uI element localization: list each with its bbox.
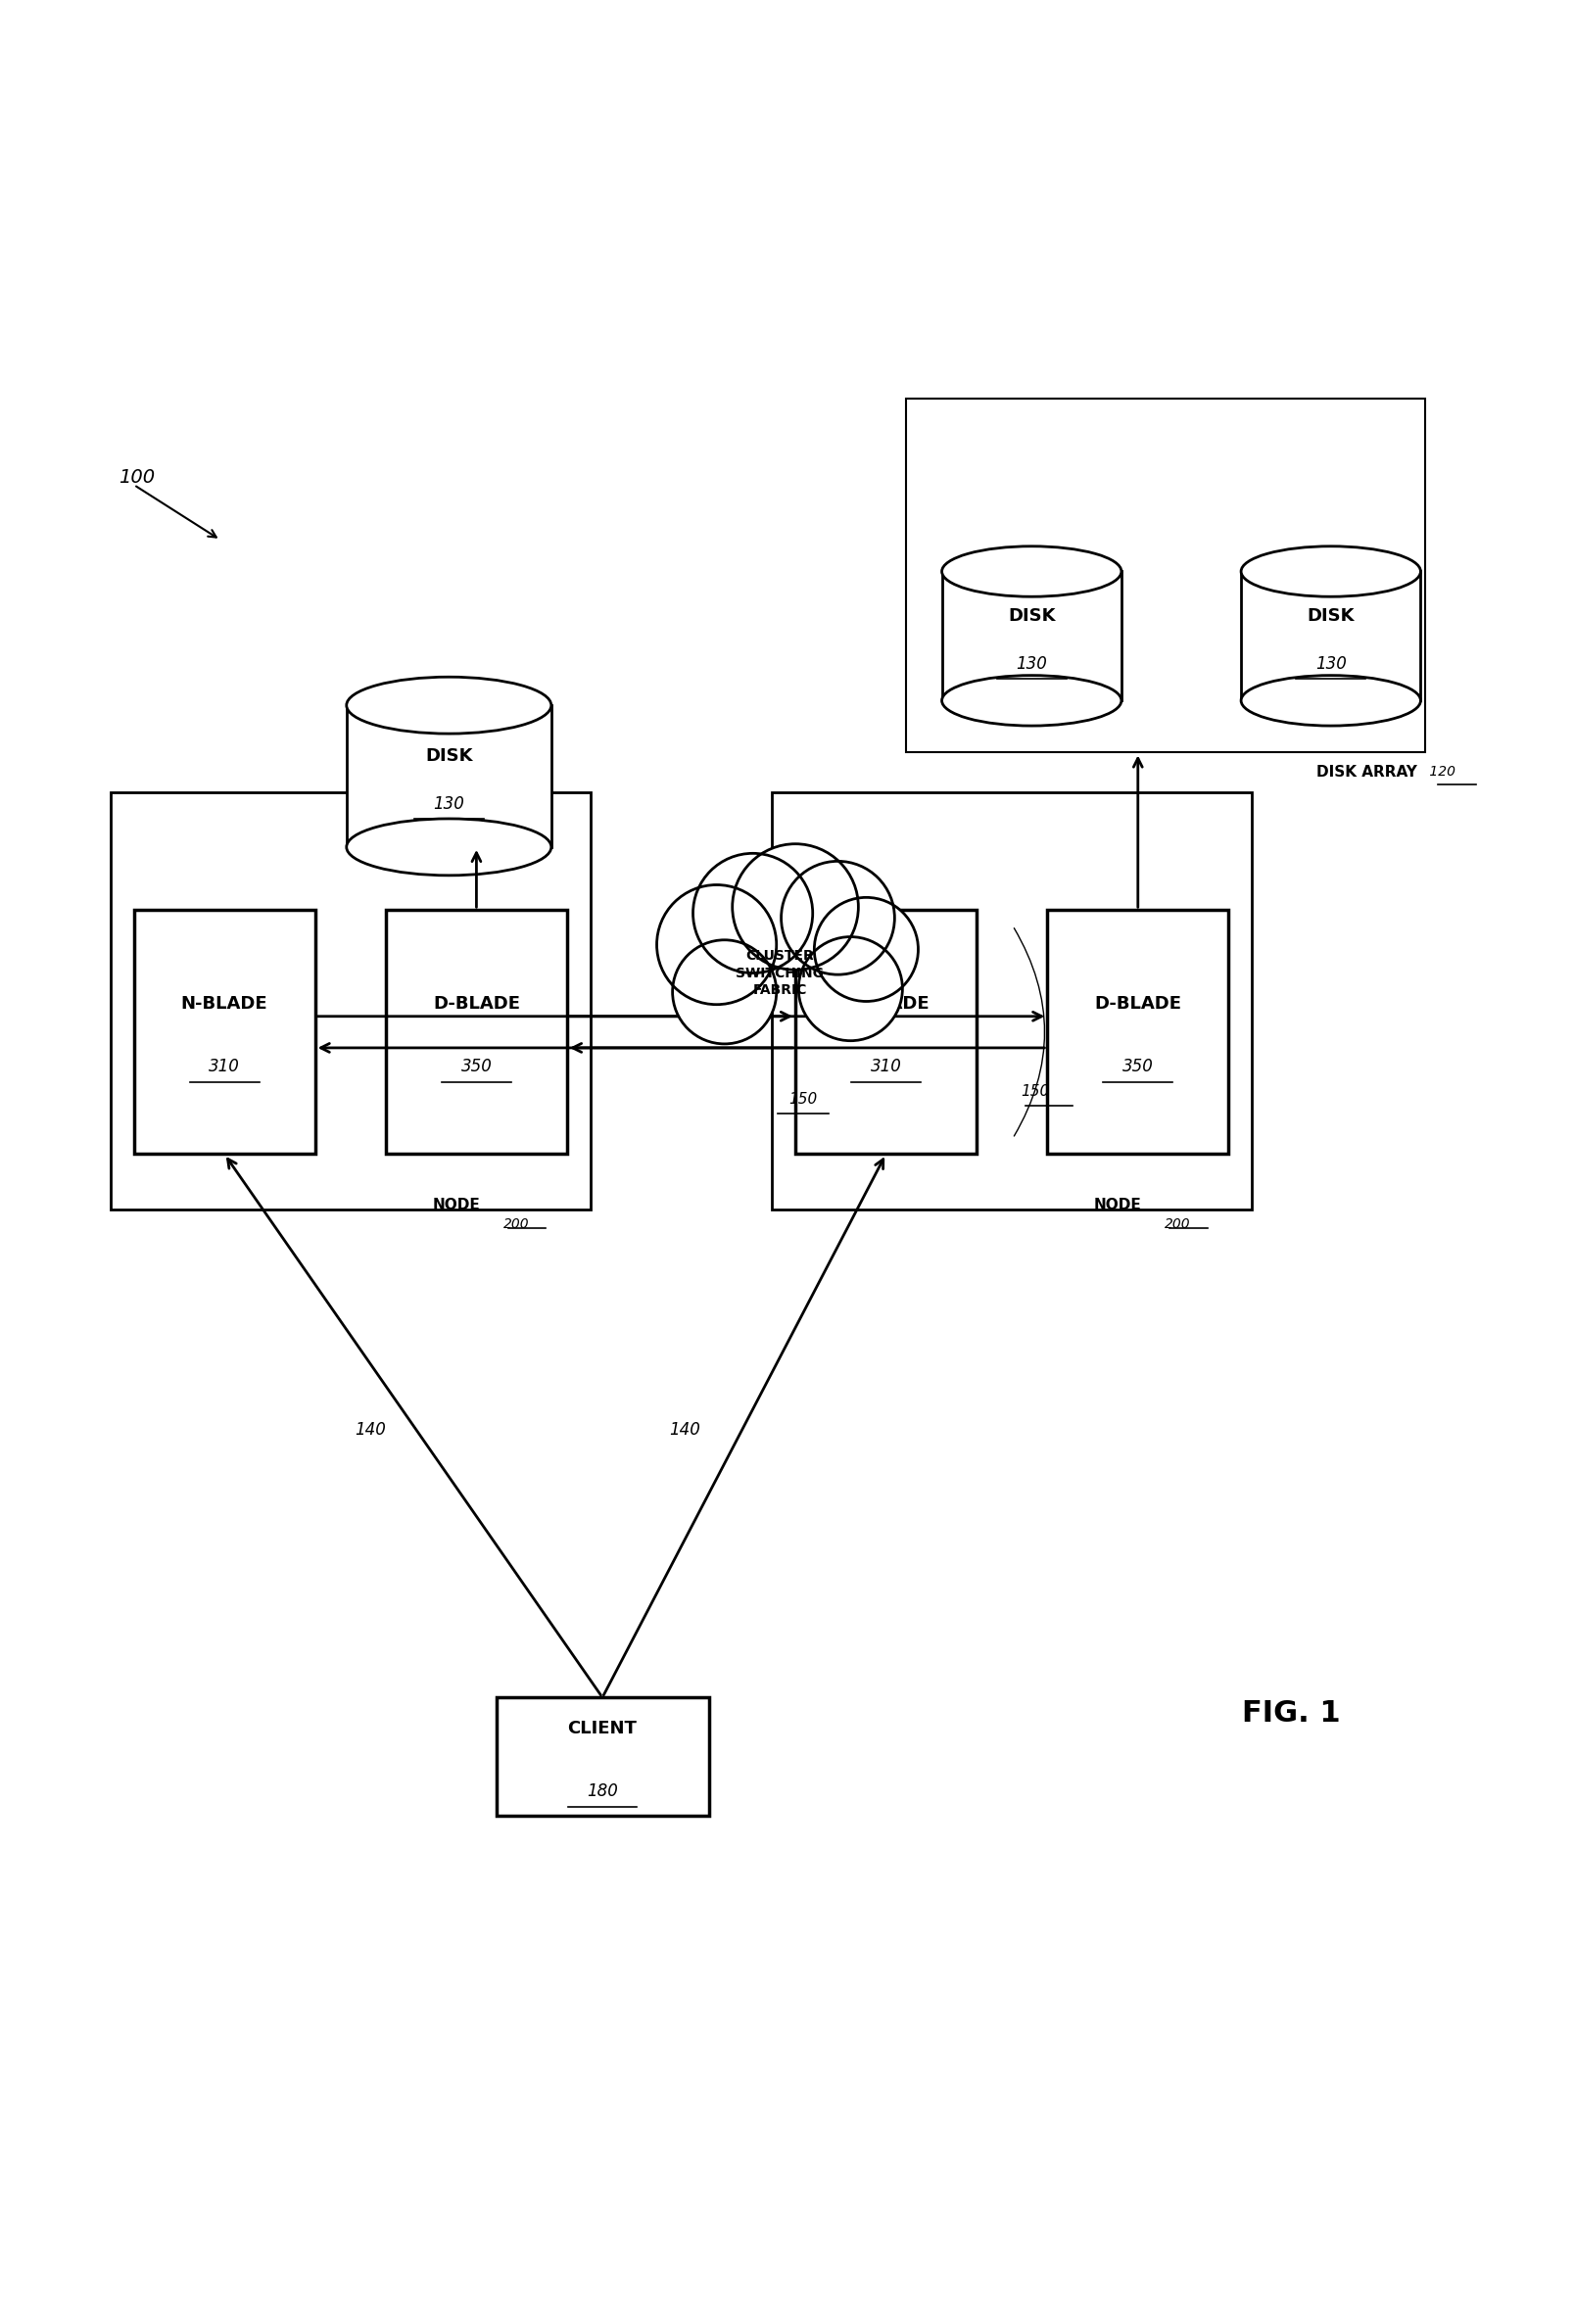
Text: 130: 130 — [1015, 655, 1047, 674]
Ellipse shape — [346, 818, 551, 876]
Bar — [1047, 911, 1228, 1155]
Text: N-BLADE: N-BLADE — [181, 995, 268, 1013]
Ellipse shape — [1240, 546, 1420, 597]
Text: CLUSTER
SWITCHING
FABRIC: CLUSTER SWITCHING FABRIC — [735, 948, 823, 997]
Text: 130: 130 — [1314, 655, 1346, 674]
Text: N-BLADE: N-BLADE — [842, 995, 929, 1013]
Ellipse shape — [346, 676, 551, 734]
Text: 130: 130 — [433, 795, 464, 813]
Bar — [941, 572, 1121, 700]
Bar — [110, 792, 590, 1208]
Text: 150: 150 — [1020, 1083, 1048, 1099]
Text: DISK: DISK — [1007, 607, 1055, 625]
Circle shape — [693, 853, 812, 974]
Bar — [496, 1697, 708, 1815]
Text: 350: 350 — [1122, 1057, 1152, 1076]
Text: 150: 150 — [789, 1092, 817, 1106]
Text: DISK ARRAY: DISK ARRAY — [1316, 765, 1417, 781]
Ellipse shape — [346, 676, 551, 734]
Bar — [795, 911, 976, 1155]
Circle shape — [798, 937, 902, 1041]
Ellipse shape — [941, 546, 1121, 597]
Text: 200: 200 — [1165, 1218, 1190, 1232]
Text: DISK: DISK — [425, 746, 472, 765]
Ellipse shape — [1240, 676, 1420, 725]
Text: 350: 350 — [461, 1057, 491, 1076]
Bar — [771, 792, 1251, 1208]
Ellipse shape — [941, 676, 1121, 725]
Circle shape — [732, 844, 858, 969]
Ellipse shape — [941, 546, 1121, 597]
Text: 140: 140 — [669, 1420, 700, 1439]
Bar — [346, 704, 551, 846]
Text: FIG. 1: FIG. 1 — [1242, 1699, 1339, 1727]
Circle shape — [781, 862, 894, 974]
Text: 140: 140 — [354, 1420, 386, 1439]
Text: 200: 200 — [504, 1218, 529, 1232]
Circle shape — [656, 885, 776, 1004]
Text: 100: 100 — [118, 467, 154, 486]
Text: NODE: NODE — [431, 1199, 480, 1213]
Bar — [134, 911, 315, 1155]
Text: 310: 310 — [209, 1057, 239, 1076]
Circle shape — [672, 939, 776, 1043]
Text: NODE: NODE — [1092, 1199, 1141, 1213]
Text: CLIENT: CLIENT — [567, 1720, 637, 1736]
Text: DISK: DISK — [1306, 607, 1354, 625]
Bar — [905, 397, 1424, 753]
Text: D-BLADE: D-BLADE — [1094, 995, 1180, 1013]
Ellipse shape — [1240, 546, 1420, 597]
Text: D-BLADE: D-BLADE — [433, 995, 519, 1013]
Text: 180: 180 — [587, 1783, 617, 1801]
Text: 120: 120 — [1424, 765, 1454, 779]
Bar — [386, 911, 567, 1155]
Text: 310: 310 — [870, 1057, 900, 1076]
Circle shape — [814, 897, 918, 1002]
Bar — [1240, 572, 1420, 700]
